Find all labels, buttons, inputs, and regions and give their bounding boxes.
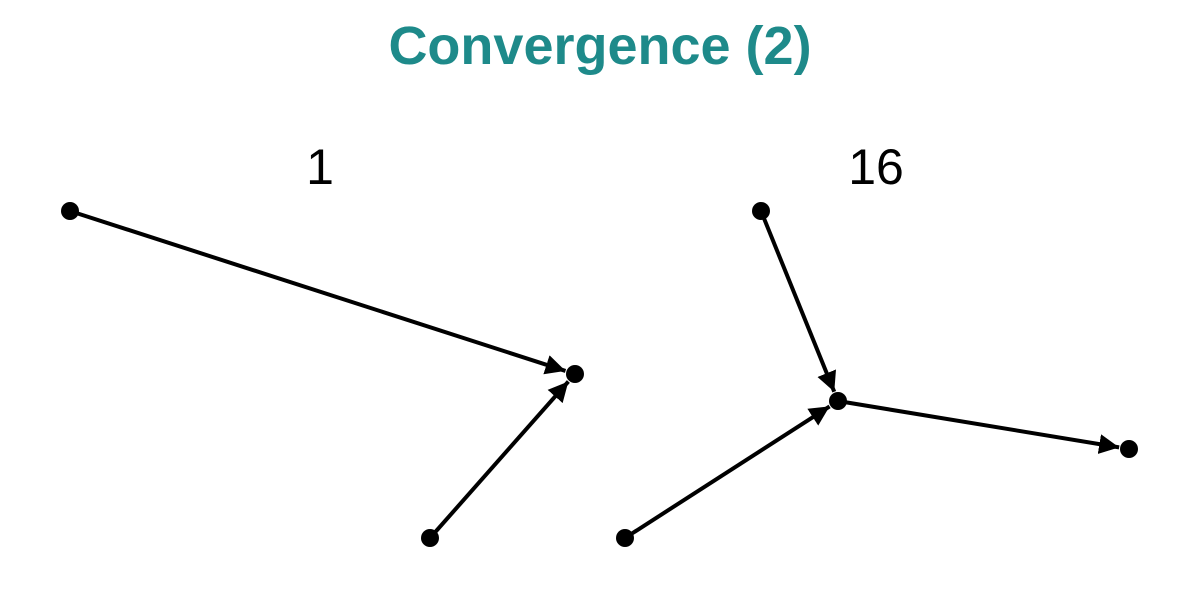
node-1-c <box>566 365 584 383</box>
node-16-c <box>829 392 847 410</box>
edge-1-b-to-c <box>428 380 570 540</box>
figure-title: Convergence (2) <box>388 16 812 76</box>
node-1-a <box>61 202 79 220</box>
edge-16-b-to-c <box>623 404 831 540</box>
panel-16-graph <box>616 202 1138 547</box>
node-1-b <box>421 529 439 547</box>
node-16-a <box>752 202 770 220</box>
edge-16-c-to-d <box>837 399 1120 454</box>
panel-1-graph <box>61 202 584 547</box>
panel-label-16: 16 <box>848 139 904 195</box>
node-16-b <box>616 529 634 547</box>
node-16-d <box>1120 440 1138 458</box>
edge-16-a-to-c <box>759 210 837 393</box>
panel-label-1: 1 <box>306 139 334 195</box>
edge-1-a-to-c <box>69 209 567 375</box>
